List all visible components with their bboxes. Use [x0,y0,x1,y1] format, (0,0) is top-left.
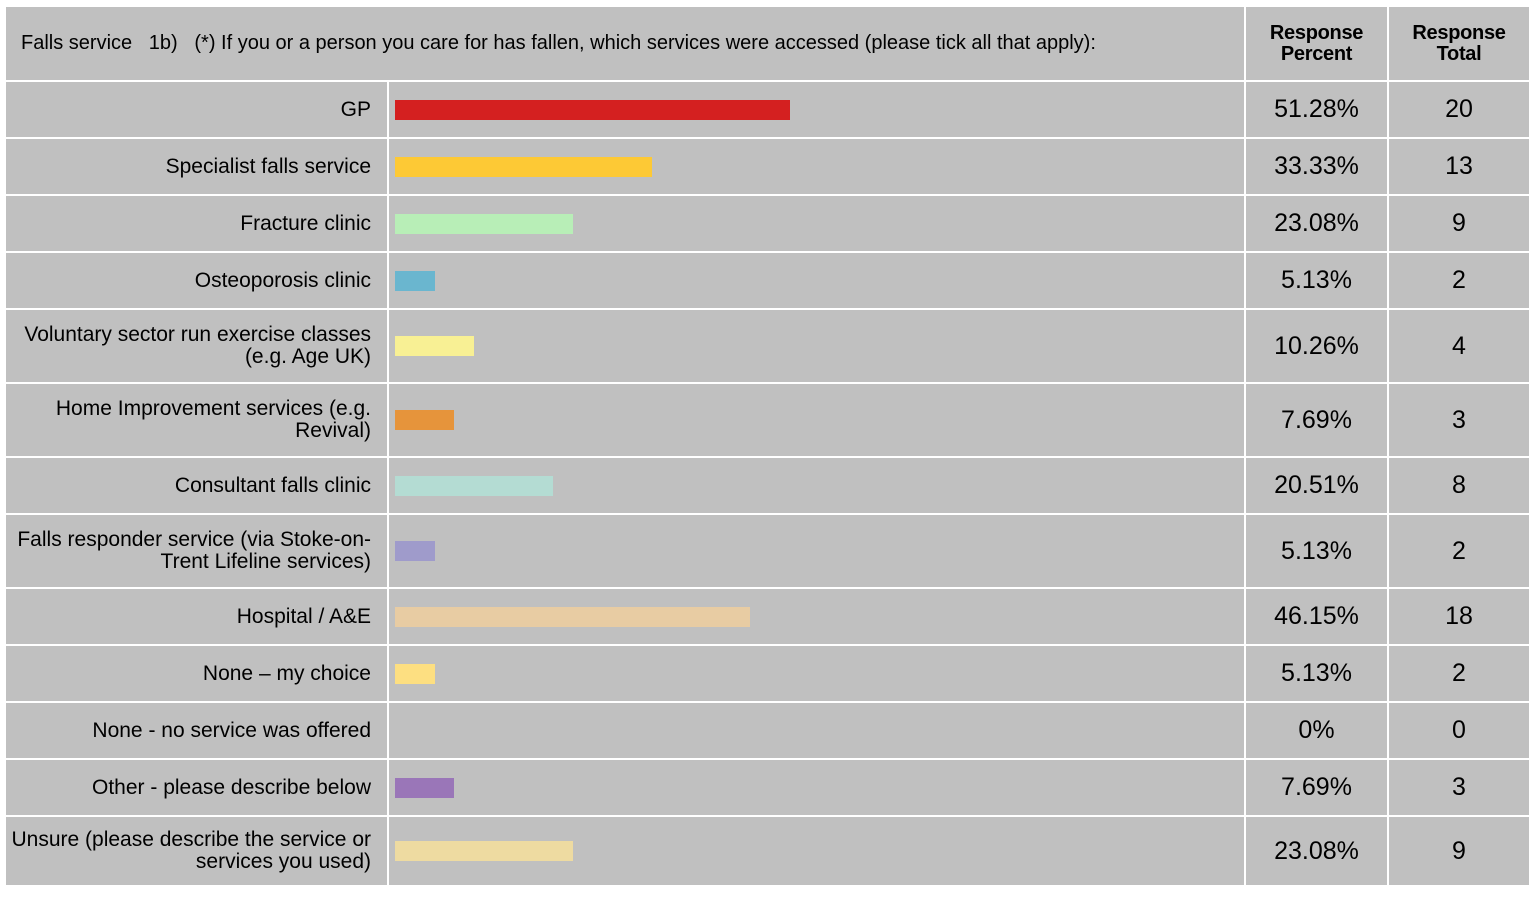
response-bar [395,777,455,798]
answer-label: Osteoporosis clinic [194,268,371,292]
response-percent: 5.13% [1244,515,1387,587]
survey-results-table: Falls service 1b) (*) If you or a person… [6,7,1529,887]
table-row: Consultant falls clinic 20.51% 8 [6,458,1529,515]
response-total-header-line1: Response [1412,21,1506,44]
response-percent: 7.69% [1244,384,1387,456]
response-total: 2 [1387,253,1529,308]
response-total: 8 [1387,458,1529,513]
bar-cell [387,760,1244,815]
response-bar [395,475,553,496]
answer-label: Specialist falls service [165,154,371,178]
answer-label: Falls responder service (via Stoke-on-Tr… [17,528,371,573]
question-text: Falls service 1b) (*) If you or a person… [21,32,1096,54]
answer-label: Other - please describe below [92,775,371,799]
response-bar [395,841,573,861]
answer-label: Hospital / A&E [236,604,371,628]
response-total: 13 [1387,139,1529,194]
table-header-row: Falls service 1b) (*) If you or a person… [6,7,1529,82]
bar-cell [387,310,1244,382]
table-row: Hospital / A&E 46.15% 18 [6,589,1529,646]
response-percent: 46.15% [1244,589,1387,644]
response-bar [395,410,455,430]
response-total: 9 [1387,817,1529,885]
response-total-header-line2: Total [1436,42,1482,65]
answer-label: None – my choice [202,661,371,685]
response-total: 18 [1387,589,1529,644]
response-percent: 5.13% [1244,253,1387,308]
table-row: None – my choice 5.13% 2 [6,646,1529,703]
bar-cell [387,253,1244,308]
response-total: 4 [1387,310,1529,382]
response-bar [395,270,435,291]
response-total: 3 [1387,384,1529,456]
answer-label: Consultant falls clinic [174,473,371,497]
table-row: Home Improvement services (e.g. Revival)… [6,384,1529,458]
response-bar [395,156,652,177]
answer-rows: GP 51.28% 20 Specialist falls service 33.33%… [6,82,1529,887]
bar-cell [387,196,1244,251]
response-percent: 33.33% [1244,139,1387,194]
answer-label: Fracture clinic [240,211,371,235]
bar-cell [387,458,1244,513]
bar-cell [387,817,1244,885]
response-total-header: Response Total [1387,7,1529,80]
table-row: Falls responder service (via Stoke-on-Tr… [6,515,1529,589]
response-percent: 0% [1244,703,1387,758]
response-percent: 23.08% [1244,196,1387,251]
response-percent: 5.13% [1244,646,1387,701]
response-percent-header-line2: Percent [1280,42,1353,65]
response-total: 0 [1387,703,1529,758]
table-row: Unsure (please describe the service or s… [6,817,1529,887]
bar-cell [387,515,1244,587]
response-percent: 51.28% [1244,82,1387,137]
table-row: None - no service was offered 0% 0 [6,703,1529,760]
response-bar [395,99,790,120]
bar-cell [387,646,1244,701]
table-row: Voluntary sector run exercise classes (e… [6,310,1529,384]
table-row: Fracture clinic 23.08% 9 [6,196,1529,253]
bar-cell [387,703,1244,758]
response-total: 9 [1387,196,1529,251]
bar-cell [387,82,1244,137]
bar-cell [387,589,1244,644]
table-row: Osteoporosis clinic 5.13% 2 [6,253,1529,310]
response-percent-header: Response Percent [1244,7,1387,80]
answer-label: Unsure (please describe the service or s… [11,828,371,873]
response-bar [395,606,751,627]
table-row: GP 51.28% 20 [6,82,1529,139]
response-total: 20 [1387,82,1529,137]
response-total: 2 [1387,646,1529,701]
bar-cell [387,139,1244,194]
table-row: Specialist falls service 33.33% 13 [6,139,1529,196]
response-percent: 10.26% [1244,310,1387,382]
answer-label: GP [340,97,371,121]
response-percent: 23.08% [1244,817,1387,885]
response-bar [395,336,474,356]
response-bar [395,213,573,234]
response-percent-header-line1: Response [1269,21,1364,44]
response-total: 3 [1387,760,1529,815]
response-total: 2 [1387,515,1529,587]
response-bar [395,541,435,561]
response-bar [395,663,435,684]
bar-cell [387,384,1244,456]
response-percent: 7.69% [1244,760,1387,815]
answer-label: None - no service was offered [92,718,371,742]
response-percent: 20.51% [1244,458,1387,513]
answer-label: Voluntary sector run exercise classes (e… [24,323,371,368]
answer-label: Home Improvement services (e.g. Revival) [55,397,371,442]
table-row: Other - please describe below 7.69% 3 [6,760,1529,817]
